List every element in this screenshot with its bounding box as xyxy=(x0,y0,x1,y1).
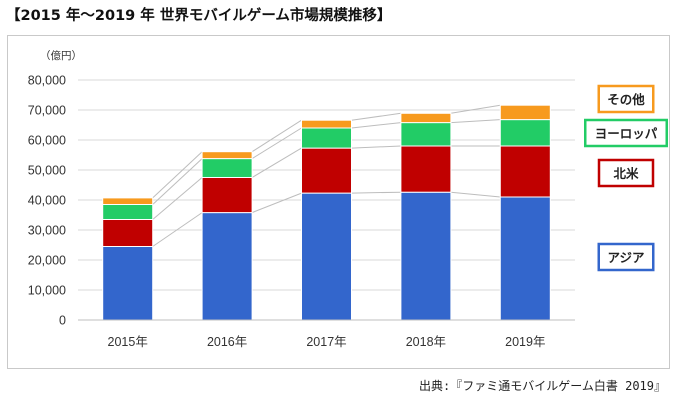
bar-segment xyxy=(400,145,452,193)
series-connector xyxy=(251,127,302,160)
series-connector xyxy=(351,122,401,129)
bar-segment xyxy=(301,147,352,194)
bar-segment xyxy=(201,177,253,214)
y-tick-label: 10,000 xyxy=(28,284,66,298)
series-connector xyxy=(351,191,401,194)
bars xyxy=(102,104,551,321)
legend-box xyxy=(597,242,655,272)
bar-segment xyxy=(301,127,352,149)
bar-segment xyxy=(400,191,452,321)
series-connector xyxy=(351,145,401,149)
bar-segment xyxy=(102,204,154,220)
bar-segment xyxy=(201,151,253,160)
series-connector xyxy=(251,147,302,178)
x-tick-label: 2019年 xyxy=(505,335,545,349)
series-connector xyxy=(351,112,401,121)
chart-title: 【2015 年～2019 年 世界モバイルゲーム市場規模推移】 xyxy=(6,8,392,24)
series-connector xyxy=(152,158,203,205)
bar-segment xyxy=(102,246,154,321)
bar-segment xyxy=(400,112,452,124)
legend: アジア 北米 ヨーロッパ その他 xyxy=(584,84,668,272)
series-connector xyxy=(450,119,501,124)
series-connector-lines xyxy=(152,104,501,247)
source-note: 出典:『ファミ通モバイルゲーム白書 2019』 xyxy=(419,379,666,393)
y-tick-label: 80,000 xyxy=(28,74,66,88)
y-tick-label: 30,000 xyxy=(28,224,66,238)
legend-label: ヨーロッパ xyxy=(595,126,658,141)
bar-segment xyxy=(201,158,253,179)
y-tick-label: 0 xyxy=(59,314,66,328)
legend-label: 北米 xyxy=(613,166,639,181)
bar-segment xyxy=(102,197,154,205)
axes: 0 10,000 20,000 30,000 40,000 50,000 60,000 70,… xyxy=(28,74,575,349)
bar-segment xyxy=(301,192,352,321)
y-tick-label: 60,000 xyxy=(28,134,66,148)
y-tick-label: 40,000 xyxy=(28,194,66,208)
legend-label: アジア xyxy=(607,250,644,265)
y-tick-label: 50,000 xyxy=(28,164,66,178)
series-connector xyxy=(152,212,203,247)
series-connector xyxy=(450,104,501,114)
y-tick-label: 70,000 xyxy=(28,104,66,118)
bar-segment xyxy=(499,119,551,147)
series-connector xyxy=(450,191,501,198)
y-axis-unit-label: （億円） xyxy=(40,49,82,62)
bar-segment xyxy=(499,196,551,321)
legend-label: その他 xyxy=(607,92,645,107)
x-tick-label: 2018年 xyxy=(406,335,446,349)
series-connector xyxy=(152,151,203,199)
x-tick-label: 2015年 xyxy=(108,335,148,349)
legend-box xyxy=(584,118,668,148)
series-connector xyxy=(251,119,302,153)
bar-segment xyxy=(400,122,452,147)
legend-box xyxy=(597,158,655,188)
bar-segment xyxy=(102,219,154,247)
bar-segment xyxy=(499,145,551,198)
bar-segment xyxy=(301,119,352,129)
series-connector xyxy=(251,192,302,214)
y-tick-label: 20,000 xyxy=(28,254,66,268)
series-connector xyxy=(152,177,203,220)
chart-frame xyxy=(7,35,670,369)
legend-box xyxy=(597,84,655,114)
x-tick-label: 2017年 xyxy=(306,335,346,349)
x-tick-label: 2016年 xyxy=(207,335,247,349)
bar-segment xyxy=(201,212,253,321)
bar-segment xyxy=(499,104,551,121)
